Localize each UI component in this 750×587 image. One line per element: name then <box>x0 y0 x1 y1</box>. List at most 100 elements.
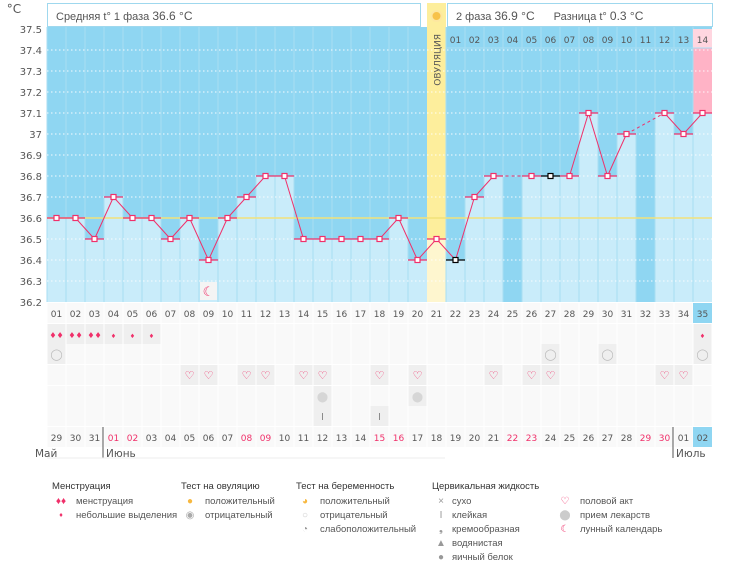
temperature-point <box>528 172 535 180</box>
egg-white-icon: ● <box>437 552 445 563</box>
temperature-line-segment <box>398 217 418 261</box>
date-label: 18 <box>431 434 443 444</box>
grid-cell <box>199 344 218 364</box>
pregnancy-test-negative-icon: ◯ <box>544 348 556 361</box>
date-label: 31 <box>89 434 100 444</box>
grid-cell <box>47 386 66 406</box>
test-positive-icon: ◕ <box>301 496 309 507</box>
cycle-day-label: 14 <box>298 310 310 320</box>
grid-cell <box>446 344 465 364</box>
grid-cell <box>617 324 636 344</box>
phase2-value: 36.9 °C <box>494 9 535 23</box>
heart-icon: ♡ <box>185 369 195 382</box>
grid-cell <box>256 386 275 406</box>
grid-cell <box>560 344 579 364</box>
temperature-point <box>224 214 231 222</box>
grid-cell <box>47 406 66 426</box>
mark-cell <box>598 344 617 364</box>
grid-cell <box>427 386 446 406</box>
mark-cell <box>199 365 218 385</box>
mark-cell <box>484 365 503 385</box>
grid-cell <box>180 324 199 344</box>
grid-cell <box>370 303 389 323</box>
sun-icon <box>430 10 443 22</box>
mark-cell <box>408 365 427 385</box>
grid-cell <box>218 406 237 426</box>
legend-title: Тест на овуляцию <box>181 481 260 492</box>
date-label: 12 <box>317 434 328 444</box>
y-tick-label: 36.7 <box>20 193 42 204</box>
legend-item: слабоположительный <box>320 524 417 535</box>
y-tick-label: 36.3 <box>20 277 42 288</box>
date-label: 15 <box>374 434 385 444</box>
temperature-point <box>186 214 193 222</box>
y-tick-label: 36.9 <box>20 151 42 162</box>
grid-cell <box>104 365 123 385</box>
mark-cell <box>66 324 85 344</box>
grid-cell <box>351 406 370 426</box>
temperature-bar <box>579 113 598 302</box>
date-label: 13 <box>336 434 347 444</box>
grid-cell <box>237 386 256 406</box>
grid-cell <box>655 303 674 323</box>
current-day-highlight <box>693 48 712 113</box>
y-tick-label: 37.2 <box>20 88 42 99</box>
date-label: 07 <box>222 434 233 444</box>
mark-cell <box>541 344 560 364</box>
phase2-summary: 2 фаза 36.9 °C Разница t° 0.3 °C <box>447 3 713 27</box>
grid-cell <box>503 344 522 364</box>
grid-cell <box>123 344 142 364</box>
temperature-line-segment <box>189 217 209 261</box>
phase2-day-number: 12 <box>659 36 670 46</box>
grid-cell <box>465 324 484 344</box>
cycle-day-label: 29 <box>583 310 595 320</box>
grid-cell <box>332 406 351 426</box>
temperature-point <box>357 235 364 243</box>
grid-cell <box>655 406 674 426</box>
grid-cell <box>199 386 218 406</box>
grid-cell <box>142 365 161 385</box>
grid-cell <box>237 427 256 447</box>
grid-cell <box>598 303 617 323</box>
mark-cell <box>370 406 389 426</box>
temperature-bar <box>332 239 351 302</box>
grid-cell <box>579 303 598 323</box>
grid-cell <box>427 344 446 364</box>
grid-cell <box>636 365 655 385</box>
grid-cell <box>408 303 427 323</box>
y-tick-label: 37.5 <box>20 25 42 36</box>
grid-cell <box>294 344 313 364</box>
heart-icon: ♡ <box>318 369 328 382</box>
grid-cell <box>636 324 655 344</box>
date-label: 27 <box>602 434 613 444</box>
ovulation-bar <box>427 239 446 302</box>
cycle-day-label: 28 <box>564 310 576 320</box>
phase2-day-number: 02 <box>469 36 480 46</box>
cycle-day-label: 23 <box>469 310 480 320</box>
grid-cell <box>332 324 351 344</box>
pregnancy-test-negative-icon: ◯ <box>696 348 708 361</box>
grid-cell <box>522 344 541 364</box>
grid-cell <box>370 427 389 447</box>
date-label: 25 <box>564 434 575 444</box>
grid-cell <box>427 427 446 447</box>
temperature-bar <box>104 197 123 302</box>
grid-cell <box>161 406 180 426</box>
light-menstruation-icon: ♦ <box>700 333 705 340</box>
cycle-day-label: 31 <box>621 310 632 320</box>
grid-cell <box>237 344 256 364</box>
temperature-point <box>243 193 250 201</box>
grid-cell <box>560 324 579 344</box>
grid-cell <box>199 406 218 426</box>
grid-cell <box>104 386 123 406</box>
mark-cell <box>85 324 104 344</box>
dry-icon: × <box>438 496 444 507</box>
grid-cell <box>484 303 503 323</box>
legend-item: положительный <box>205 496 275 507</box>
temperature-bar <box>256 176 275 302</box>
temperature-line-segment <box>417 238 437 261</box>
mark-cell <box>541 365 560 385</box>
grid-cell <box>579 427 598 447</box>
grid-cell <box>294 324 313 344</box>
